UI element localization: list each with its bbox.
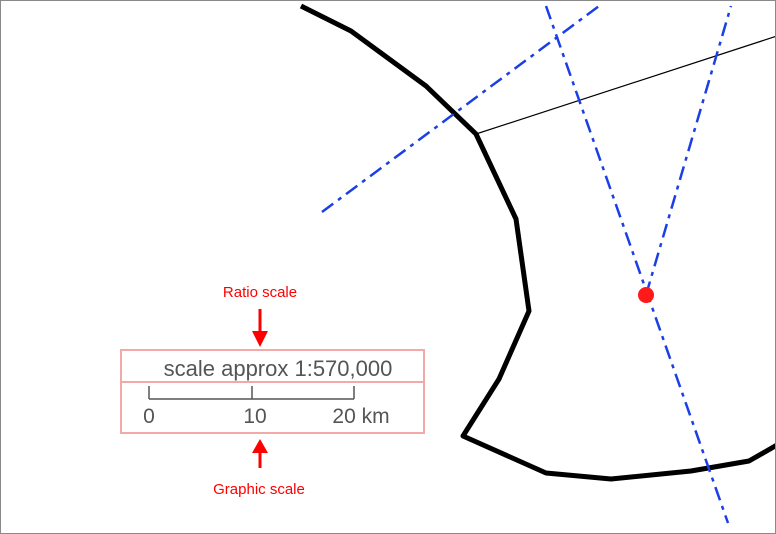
ratio-scale-box [120, 349, 425, 383]
graphic-scale-box [120, 381, 425, 434]
ratio-scale-label: Ratio scale [223, 284, 297, 301]
scale-tick-label-20: 20 km [332, 405, 389, 428]
graphic-scale-label: Graphic scale [213, 481, 305, 498]
bearing-line-1 [321, 4, 600, 214]
position-point [638, 287, 654, 303]
thin-connector-line [475, 36, 775, 135]
graphic-arrow-head [252, 439, 268, 453]
ratio-arrow-head [252, 331, 268, 347]
scale-tick-label-10: 10 [243, 405, 266, 428]
scale-tick-label-0: 0 [143, 405, 155, 428]
ratio-scale-text: scale approx 1:570,000 [164, 356, 393, 381]
boundary-line [299, 3, 775, 482]
bearing-line-2 [544, 5, 730, 524]
bearing-line-3 [644, 5, 733, 296]
